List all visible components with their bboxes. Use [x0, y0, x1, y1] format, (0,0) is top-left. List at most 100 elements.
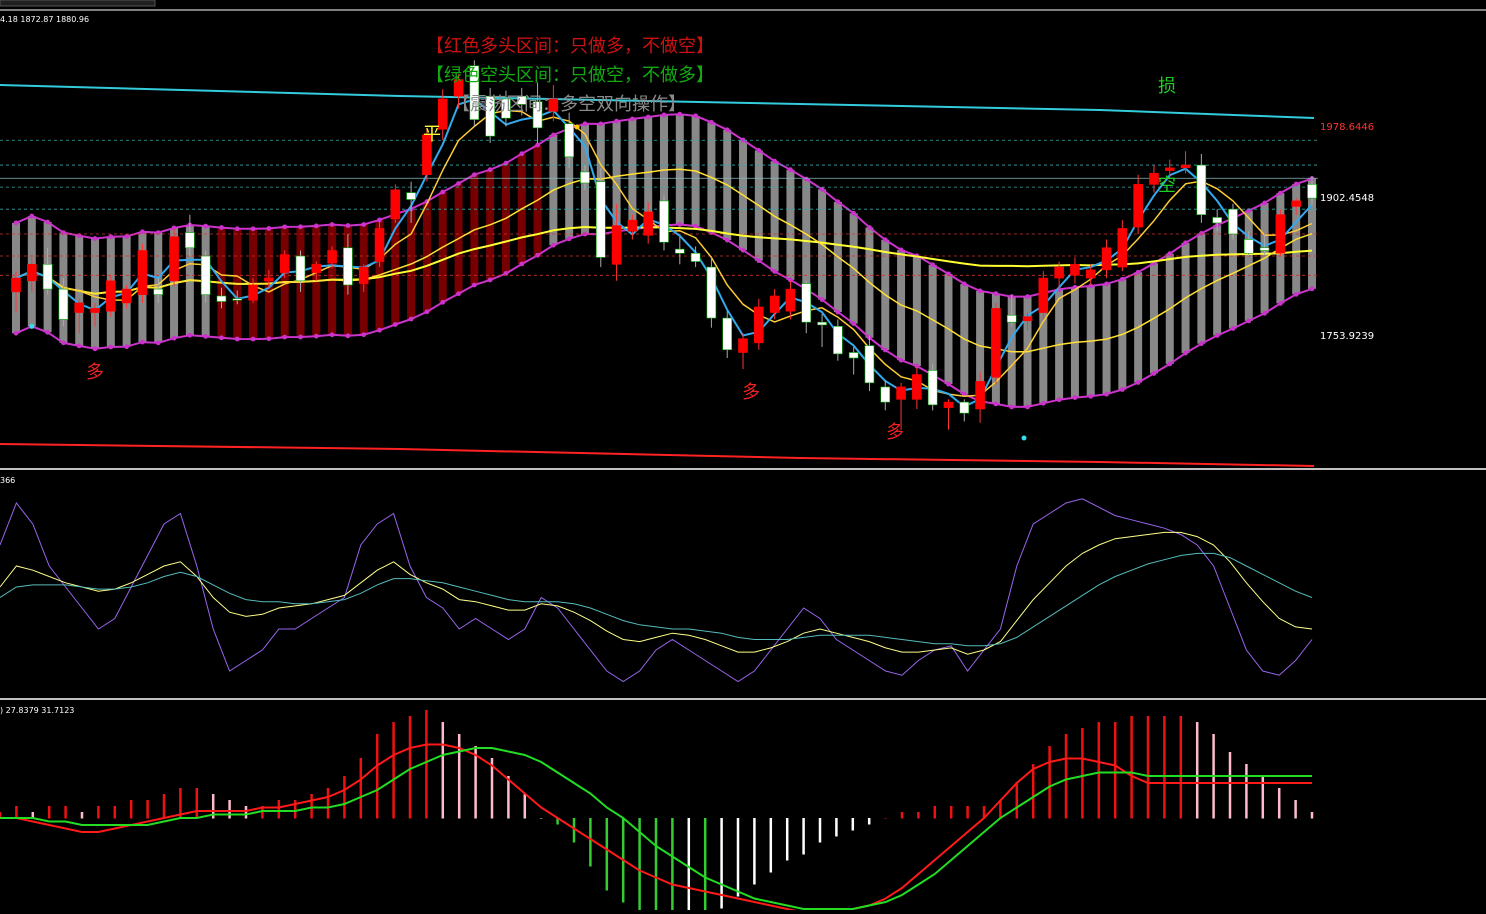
price-label-upper: 1978.6446 — [1320, 122, 1374, 133]
marker-ping: 平 — [423, 124, 441, 145]
candle-body — [959, 401, 970, 414]
support-line — [0, 443, 1315, 467]
lower-band-dot — [946, 381, 951, 387]
lower-band-dot — [693, 223, 699, 229]
upper-band-dot — [487, 167, 493, 173]
upper-band-dot — [313, 223, 319, 229]
candle-body — [343, 247, 353, 286]
candle-body — [690, 252, 701, 262]
upper-band-dot — [867, 225, 872, 230]
lower-band-dot — [313, 333, 319, 339]
lower-band-dot — [1246, 318, 1252, 324]
marker-duo-3: 多 — [886, 422, 904, 443]
upper-band-dot — [1025, 294, 1030, 300]
lower-band-dot — [914, 363, 920, 369]
upper-band-dot — [171, 225, 177, 231]
candle-body — [248, 284, 258, 301]
candle-body — [185, 232, 195, 249]
lower-band-dot — [329, 332, 335, 338]
zone-column — [1308, 178, 1316, 289]
lower-band-dot — [487, 277, 493, 283]
candle-body — [864, 345, 875, 384]
upper-band-dot — [250, 226, 256, 232]
upper-band-dot — [1293, 181, 1299, 187]
stochastic-panel — [0, 498, 1313, 683]
upper-band-dot — [709, 119, 714, 125]
lower-band-dot — [298, 334, 303, 340]
upper-band-dot — [677, 111, 683, 117]
candle-body — [374, 228, 385, 262]
candle-body — [279, 254, 290, 273]
lower-band-dot — [1056, 397, 1062, 403]
candle-body — [1259, 247, 1270, 251]
lower-band-dot — [788, 277, 793, 283]
upper-band-dot — [835, 199, 841, 205]
candle-body — [216, 295, 227, 302]
lower-band-dot — [124, 344, 130, 350]
lower-band-dot — [1183, 350, 1188, 356]
candle-body — [90, 308, 100, 313]
signal-dot — [1021, 435, 1027, 441]
upper-band-dot — [661, 112, 667, 118]
candle-body — [896, 386, 906, 400]
candle-body — [564, 123, 574, 158]
candle-body — [42, 263, 53, 290]
upper-band-dot — [1135, 269, 1141, 275]
candle-body — [27, 263, 37, 282]
upper-band-dot — [45, 219, 51, 225]
tab-strip — [0, 0, 156, 7]
upper-band-dot — [456, 181, 461, 186]
upper-band-dot — [645, 114, 651, 120]
lower-band-dot — [424, 309, 430, 315]
candle-body — [106, 280, 116, 312]
macd-value-label: ) 27.8379 31.7123 — [0, 706, 74, 715]
lower-band-dot — [535, 252, 540, 258]
upper-band-dot — [851, 210, 857, 216]
candle-body — [611, 225, 622, 265]
upper-band-dot — [361, 222, 367, 227]
lower-band-dot — [503, 271, 509, 276]
main-price-panel — [0, 60, 1318, 467]
upper-band-dot — [788, 167, 793, 173]
candle-body — [595, 181, 606, 258]
upper-band-dot — [282, 224, 288, 230]
candle-body — [1133, 184, 1143, 228]
upper-band-dot — [1104, 281, 1109, 287]
upper-band-dot — [345, 223, 351, 228]
candle-body — [1054, 266, 1064, 279]
candle-body — [1085, 269, 1096, 279]
lower-band-dot — [76, 343, 82, 349]
candle-body — [1212, 217, 1222, 224]
upper-band-dot — [882, 237, 888, 243]
lower-band-dot — [898, 357, 904, 363]
macd-fast-line — [0, 743, 1312, 914]
price-label-lower: 1753.9239 — [1320, 331, 1374, 342]
j-line — [0, 552, 1313, 647]
legend-range-zone: 【震荡区间：多空双向操作】 — [452, 94, 686, 115]
candle-body — [200, 255, 211, 295]
candle-body — [975, 381, 985, 410]
candle-body — [627, 219, 638, 232]
upper-band-dot — [977, 288, 983, 294]
upper-band-dot — [13, 220, 19, 226]
upper-band-dot — [898, 247, 904, 253]
marker-duo-2: 多 — [742, 382, 760, 403]
lower-band-dot — [724, 237, 730, 243]
candle-body — [675, 248, 685, 254]
candle-body — [406, 192, 416, 200]
candle-body — [485, 95, 495, 137]
osc-value-label: 366 — [0, 476, 15, 485]
d-line — [0, 531, 1313, 655]
lower-band-dot — [819, 297, 825, 302]
upper-band-dot — [92, 236, 98, 241]
lower-band-dot — [92, 346, 98, 352]
lower-band-dot — [456, 291, 461, 297]
candle-body — [516, 95, 527, 105]
candle-body — [1038, 277, 1049, 313]
lower-band-dot — [392, 322, 398, 327]
lower-band-dot — [282, 334, 288, 340]
upper-band-dot — [219, 225, 224, 230]
upper-band-dot — [693, 113, 699, 119]
